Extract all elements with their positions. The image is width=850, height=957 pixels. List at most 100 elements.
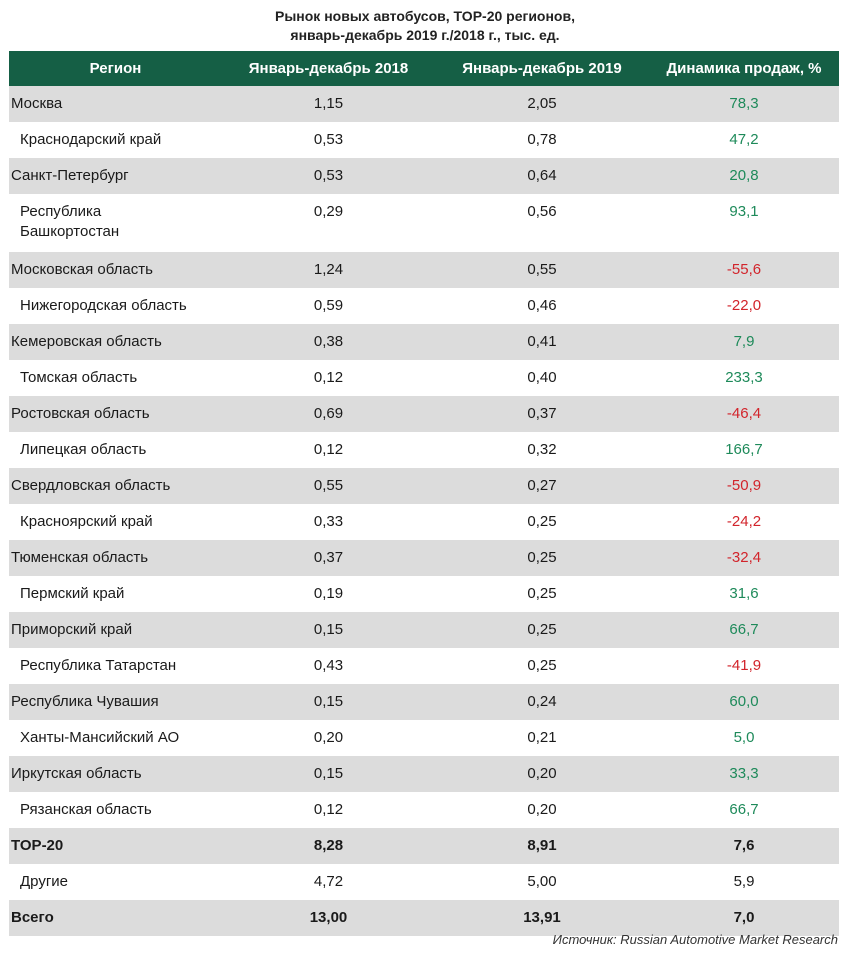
cell-dynamics: 60,0: [729, 693, 759, 710]
table-row: Москва 1,15 2,05 78,3: [9, 86, 839, 122]
cell-2019: 0,41: [527, 333, 557, 350]
table-row: Липецкая область 0,12 0,32 166,7: [9, 432, 839, 468]
cell-region: Липецкая область: [20, 441, 147, 458]
cell-region: Томская область: [20, 369, 138, 386]
cell-dynamics: 233,3: [725, 369, 763, 386]
cell-region: Всего: [11, 909, 54, 926]
table-row: Рязанская область 0,12 0,20 66,7: [9, 792, 839, 828]
cell-2018: 13,00: [309, 909, 348, 926]
table-title-line-2: январь-декабрь 2019 г./2018 г., тыс. ед.: [290, 27, 560, 43]
cell-region: Краснодарский край: [20, 131, 162, 148]
cell-2019: 13,91: [523, 909, 561, 926]
cell-2018: 1,15: [313, 95, 344, 112]
table-row: Другие 4,72 5,00 5,9: [9, 864, 839, 900]
cell-dynamics: 7,9: [733, 333, 755, 350]
cell-2019: 0,25: [527, 621, 557, 638]
cell-dynamics: 78,3: [729, 95, 759, 112]
cell-2018: 0,19: [313, 585, 344, 602]
cell-dynamics: 5,9: [733, 873, 755, 890]
header-2018: Январь-декабрь 2018: [248, 60, 409, 77]
cell-2018: 0,43: [313, 657, 344, 674]
cell-2019: 0,25: [527, 657, 557, 674]
cell-2019: 0,46: [527, 297, 557, 314]
cell-2019: 5,00: [527, 873, 557, 890]
table-row: Ханты-Мансийский АО 0,20 0,21 5,0: [9, 720, 839, 756]
cell-2018: 0,15: [313, 693, 344, 710]
table-title: Рынок новых автобусов, TOP-20 регионов, …: [0, 7, 850, 45]
cell-2019: 0,25: [527, 513, 557, 530]
table-row: Приморский край 0,15 0,25 66,7: [9, 612, 839, 648]
cell-region: Московская область: [11, 261, 153, 278]
cell-region: Москва: [11, 95, 63, 112]
table-row: Нижегородская область 0,59 0,46 -22,0: [9, 288, 839, 324]
cell-2018: 0,69: [313, 405, 344, 422]
cell-2018: 0,29: [313, 203, 344, 220]
cell-dynamics: -50,9: [726, 477, 762, 494]
cell-dynamics: 47,2: [729, 131, 759, 148]
cell-region: Кемеровская область: [11, 333, 162, 350]
table-row: Пермский край 0,19 0,25 31,6: [9, 576, 839, 612]
cell-2018: 0,33: [313, 513, 344, 530]
cell-2019: 0,20: [527, 765, 557, 782]
cell-dynamics: 66,7: [729, 801, 759, 818]
header-region: Регион: [89, 60, 142, 77]
header-dynamics: Динамика продаж, %: [666, 60, 822, 77]
cell-2018: 0,12: [313, 369, 344, 386]
cell-2019: 0,64: [527, 167, 557, 184]
table-header: Регион Январь-декабрь 2018 Январь-декабр…: [9, 51, 839, 86]
cell-2018: 0,53: [313, 167, 344, 184]
cell-2018: 0,12: [313, 441, 344, 458]
cell-region: Красноярский край: [20, 513, 153, 530]
cell-dynamics: -22,0: [726, 297, 762, 314]
header-row: Регион Январь-декабрь 2018 Январь-декабр…: [9, 51, 839, 86]
sales-table: Регион Январь-декабрь 2018 Январь-декабр…: [9, 51, 839, 936]
table-row: Красноярский край 0,33 0,25 -24,2: [9, 504, 839, 540]
cell-2018: 0,12: [313, 801, 344, 818]
cell-region: Республика Башкортостан: [20, 203, 120, 240]
table-row: Краснодарский край 0,53 0,78 47,2: [9, 122, 839, 158]
cell-2018: 0,15: [313, 765, 344, 782]
cell-region: Ростовская область: [11, 405, 150, 422]
cell-region: Санкт-Петербург: [11, 167, 129, 184]
cell-2019: 0,21: [527, 729, 557, 746]
cell-2018: 0,15: [313, 621, 344, 638]
cell-2018: 0,37: [313, 549, 344, 566]
cell-region: Тюменская область: [11, 549, 149, 566]
cell-dynamics: -41,9: [726, 657, 762, 674]
table-row: Кемеровская область 0,38 0,41 7,9: [9, 324, 839, 360]
cell-region: Нижегородская область: [20, 297, 187, 314]
source-note: Источник: Russian Automotive Market Rese…: [552, 932, 838, 947]
cell-dynamics: 166,7: [725, 441, 763, 458]
cell-2018: 4,72: [313, 873, 344, 890]
cell-2019: 0,32: [527, 441, 557, 458]
cell-2019: 0,25: [527, 549, 557, 566]
cell-2019: 2,05: [527, 95, 557, 112]
cell-2019: 0,56: [527, 203, 557, 220]
cell-dynamics: 7,6: [733, 837, 755, 854]
cell-dynamics: -55,6: [726, 261, 762, 278]
cell-2019: 0,40: [527, 369, 557, 386]
cell-2019: 0,55: [527, 261, 557, 278]
cell-region: Другие: [20, 873, 69, 890]
cell-dynamics: -46,4: [726, 405, 762, 422]
cell-2018: 0,53: [313, 131, 344, 148]
header-2019: Январь-декабрь 2019: [462, 60, 622, 77]
table-row: Всего 13,00 13,91 7,0: [9, 900, 839, 936]
cell-dynamics: -32,4: [726, 549, 762, 566]
table-body: Москва 1,15 2,05 78,3 Краснодарский край 0,53…: [9, 86, 839, 936]
table-row: Иркутская область 0,15 0,20 33,3: [9, 756, 839, 792]
cell-2019: 0,20: [527, 801, 557, 818]
table-row: TOP-20 8,28 8,91 7,6: [9, 828, 839, 864]
cell-2018: 0,38: [313, 333, 344, 350]
cell-2019: 0,24: [527, 693, 557, 710]
table-row: Тюменская область 0,37 0,25 -32,4: [9, 540, 839, 576]
cell-dynamics: 31,6: [729, 585, 759, 602]
cell-2019: 8,91: [527, 837, 557, 854]
cell-region: Пермский край: [20, 585, 125, 602]
cell-dynamics: 66,7: [729, 621, 759, 638]
table-row: Республика Башкортостан 0,29 0,56 93,1: [9, 194, 839, 252]
table-title-line-1: Рынок новых автобусов, TOP-20 регионов,: [275, 8, 575, 24]
cell-2019: 0,37: [527, 405, 557, 422]
cell-2019: 0,27: [527, 477, 557, 494]
cell-2018: 0,59: [313, 297, 344, 314]
